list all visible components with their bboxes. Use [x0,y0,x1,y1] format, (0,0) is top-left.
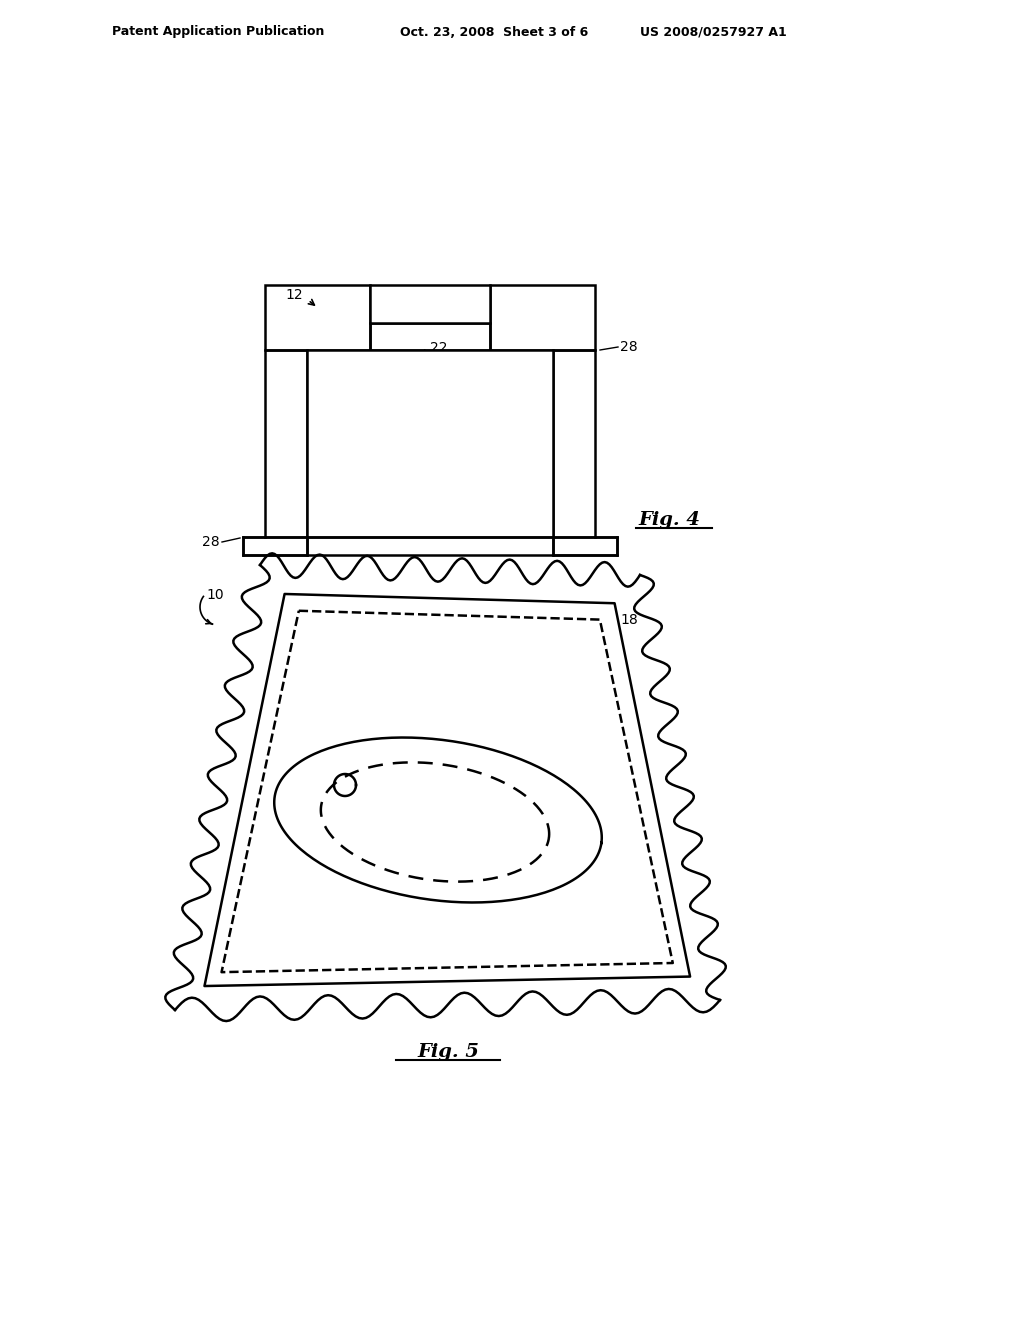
Polygon shape [205,594,690,986]
Polygon shape [265,285,370,350]
Polygon shape [553,537,617,554]
Polygon shape [553,350,595,537]
Text: 12: 12 [286,288,303,302]
Text: Fig. 4: Fig. 4 [638,511,700,529]
Text: Patent Application Publication: Patent Application Publication [112,25,325,38]
Text: 30: 30 [572,750,590,764]
Polygon shape [370,323,490,350]
Polygon shape [490,285,595,350]
Text: 10: 10 [206,587,224,602]
Text: 18: 18 [620,612,638,627]
Text: 24: 24 [435,444,453,457]
Text: 20: 20 [590,795,607,809]
Text: 28: 28 [620,341,638,354]
Polygon shape [370,285,490,323]
Text: 16: 16 [385,623,402,638]
Text: 22: 22 [430,341,447,355]
Text: Oct. 23, 2008  Sheet 3 of 6: Oct. 23, 2008 Sheet 3 of 6 [400,25,588,38]
Text: Fig. 5: Fig. 5 [417,1043,479,1061]
Polygon shape [243,537,307,554]
Polygon shape [307,350,553,537]
Text: US 2008/0257927 A1: US 2008/0257927 A1 [640,25,786,38]
Polygon shape [265,350,307,537]
Text: 28: 28 [203,535,220,549]
Text: 32: 32 [358,803,376,817]
